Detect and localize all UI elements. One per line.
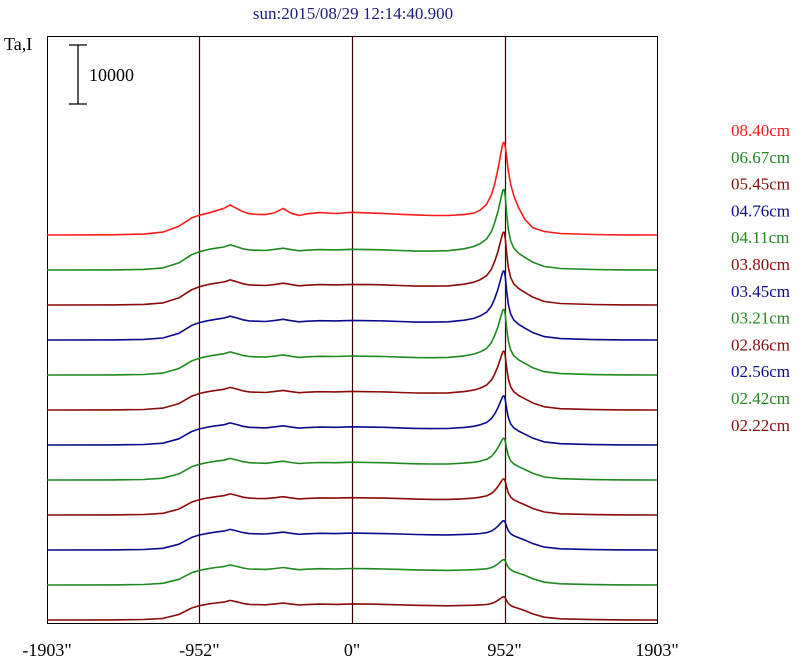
- scale-bar-label: 10000: [89, 65, 134, 85]
- legend-entry: 05.45cm: [731, 175, 790, 194]
- series-line-02.42cm: [46, 558, 658, 586]
- series-line-04.11cm: [46, 308, 658, 376]
- legend-entry: 02.56cm: [731, 362, 790, 381]
- series-line-02.86cm: [46, 478, 658, 516]
- legend-entry: 02.42cm: [731, 389, 790, 408]
- series-line-08.40cm: [46, 141, 658, 236]
- x-axis-ticks: -1903" -952" 0" 952" 1903": [22, 640, 678, 660]
- x-tick-label: 0": [344, 640, 360, 660]
- series-lines: [46, 141, 658, 621]
- legend: 08.40cm 06.67cm 05.45cm 04.76cm 04.11cm 03.80…: [731, 121, 790, 435]
- legend-entry: 06.67cm: [731, 148, 790, 167]
- legend-entry: 03.80cm: [731, 255, 790, 274]
- intensity-scale-bar: 10000: [69, 44, 134, 105]
- x-tick-label: 952": [487, 640, 521, 660]
- y-axis-label: Ta,I: [4, 34, 32, 54]
- series-line-03.80cm: [46, 350, 658, 411]
- legend-entry: 03.45cm: [731, 282, 790, 301]
- legend-entry: 03.21cm: [731, 309, 790, 328]
- series-line-02.56cm: [46, 519, 658, 551]
- series-line-02.22cm: [46, 595, 658, 621]
- legend-entry: 04.76cm: [731, 201, 790, 220]
- series-line-03.45cm: [46, 395, 658, 446]
- series-line-03.21cm: [46, 437, 658, 481]
- chart-title: sun:2015/08/29 12:14:40.900: [253, 4, 453, 23]
- x-tick-label: 1903": [635, 640, 678, 660]
- legend-entry: 08.40cm: [731, 121, 790, 140]
- x-tick-label: -952": [179, 640, 219, 660]
- series-line-04.76cm: [46, 270, 658, 341]
- x-tick-label: -1903": [22, 640, 71, 660]
- legend-entry: 02.86cm: [731, 335, 790, 354]
- series-line-06.67cm: [46, 188, 658, 271]
- legend-entry: 02.22cm: [731, 416, 790, 435]
- series-line-05.45cm: [46, 231, 658, 306]
- legend-entry: 04.11cm: [731, 228, 789, 247]
